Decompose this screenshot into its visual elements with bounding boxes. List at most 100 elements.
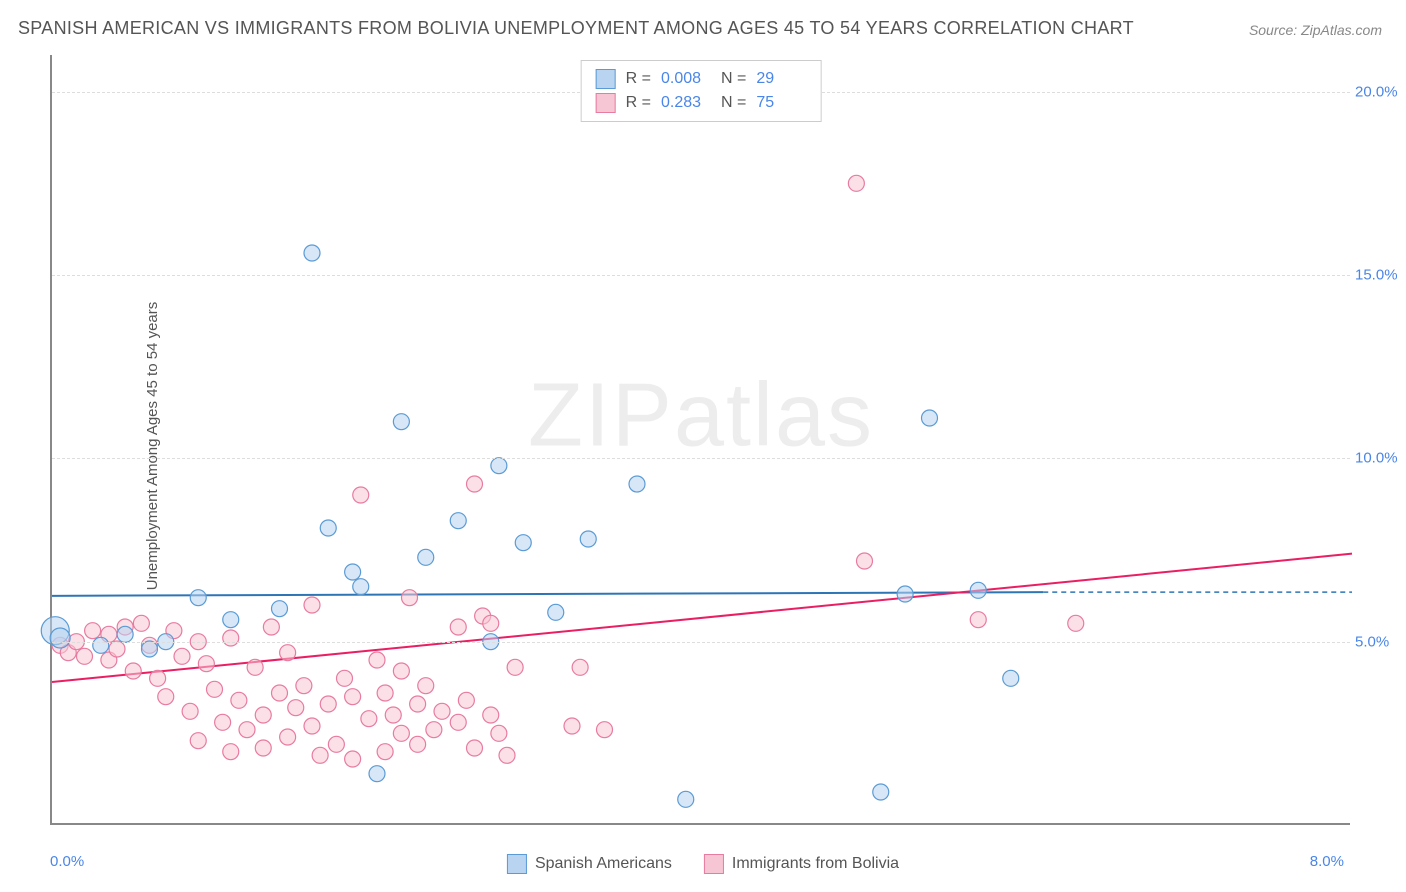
data-point	[231, 692, 247, 708]
data-point	[434, 703, 450, 719]
data-point	[190, 733, 206, 749]
data-point	[272, 685, 288, 701]
legend-swatch	[704, 854, 724, 874]
legend-swatch	[596, 69, 616, 89]
data-point	[450, 619, 466, 635]
data-point	[215, 714, 231, 730]
data-point	[223, 630, 239, 646]
data-point	[150, 670, 166, 686]
y-tick-label: 10.0%	[1355, 450, 1400, 467]
data-point	[223, 744, 239, 760]
data-point	[970, 612, 986, 628]
data-point	[304, 245, 320, 261]
y-tick-label: 20.0%	[1355, 83, 1400, 100]
data-point	[402, 590, 418, 606]
r-label: R =	[626, 67, 651, 91]
data-point	[328, 736, 344, 752]
data-point	[304, 597, 320, 613]
n-label: N =	[721, 91, 746, 115]
data-point	[174, 648, 190, 664]
data-point	[345, 689, 361, 705]
data-point	[418, 678, 434, 694]
data-point	[50, 628, 70, 648]
y-tick-label: 15.0%	[1355, 267, 1400, 284]
data-point	[426, 722, 442, 738]
data-point	[288, 700, 304, 716]
data-point	[385, 707, 401, 723]
data-point	[515, 535, 531, 551]
data-point	[133, 615, 149, 631]
legend-item: Immigrants from Bolivia	[704, 854, 899, 874]
data-point	[458, 692, 474, 708]
data-point	[410, 696, 426, 712]
data-point	[198, 656, 214, 672]
data-point	[93, 637, 109, 653]
data-point	[125, 663, 141, 679]
data-point	[353, 579, 369, 595]
data-point	[507, 659, 523, 675]
data-point	[280, 729, 296, 745]
data-point	[272, 601, 288, 617]
data-point	[361, 711, 377, 727]
data-point	[263, 619, 279, 635]
legend-label: Spanish Americans	[535, 855, 672, 873]
legend-label: Immigrants from Bolivia	[732, 855, 899, 873]
data-point	[280, 645, 296, 661]
data-point	[450, 513, 466, 529]
data-point	[247, 659, 263, 675]
legend-swatch	[596, 93, 616, 113]
data-point	[117, 626, 133, 642]
data-point	[597, 722, 613, 738]
data-point	[873, 784, 889, 800]
n-label: N =	[721, 67, 746, 91]
data-point	[337, 670, 353, 686]
data-point	[255, 707, 271, 723]
legend-swatch	[507, 854, 527, 874]
x-axis-left-label: 0.0%	[50, 853, 84, 870]
data-point	[369, 766, 385, 782]
data-point	[418, 549, 434, 565]
data-point	[848, 175, 864, 191]
data-point	[499, 747, 515, 763]
data-point	[353, 487, 369, 503]
data-point	[345, 564, 361, 580]
data-point	[190, 590, 206, 606]
gridline	[52, 458, 1350, 459]
data-point	[548, 604, 564, 620]
data-point	[922, 410, 938, 426]
data-point	[467, 476, 483, 492]
data-point	[897, 586, 913, 602]
n-value: 75	[756, 91, 806, 115]
data-point	[629, 476, 645, 492]
data-point	[970, 582, 986, 598]
bottom-legend: Spanish Americans Immigrants from Bolivia	[507, 854, 899, 874]
data-point	[1068, 615, 1084, 631]
data-point	[857, 553, 873, 569]
data-point	[580, 531, 596, 547]
data-point	[483, 615, 499, 631]
data-point	[312, 747, 328, 763]
data-point	[158, 689, 174, 705]
y-tick-label: 5.0%	[1355, 633, 1400, 650]
n-value: 29	[756, 67, 806, 91]
gridline	[52, 642, 1350, 643]
source-label: Source: ZipAtlas.com	[1249, 22, 1382, 38]
correlation-row: R =0.008N =29	[596, 67, 807, 91]
data-point	[239, 722, 255, 738]
data-point	[296, 678, 312, 694]
data-point	[678, 791, 694, 807]
data-point	[109, 641, 125, 657]
data-point	[393, 414, 409, 430]
correlation-row: R =0.283N =75	[596, 91, 807, 115]
data-point	[320, 520, 336, 536]
data-point	[572, 659, 588, 675]
data-point	[223, 612, 239, 628]
data-point	[467, 740, 483, 756]
data-point	[410, 736, 426, 752]
legend-item: Spanish Americans	[507, 854, 672, 874]
data-point	[85, 623, 101, 639]
data-point	[483, 707, 499, 723]
data-point	[564, 718, 580, 734]
r-label: R =	[626, 91, 651, 115]
trend-line	[52, 554, 1352, 682]
